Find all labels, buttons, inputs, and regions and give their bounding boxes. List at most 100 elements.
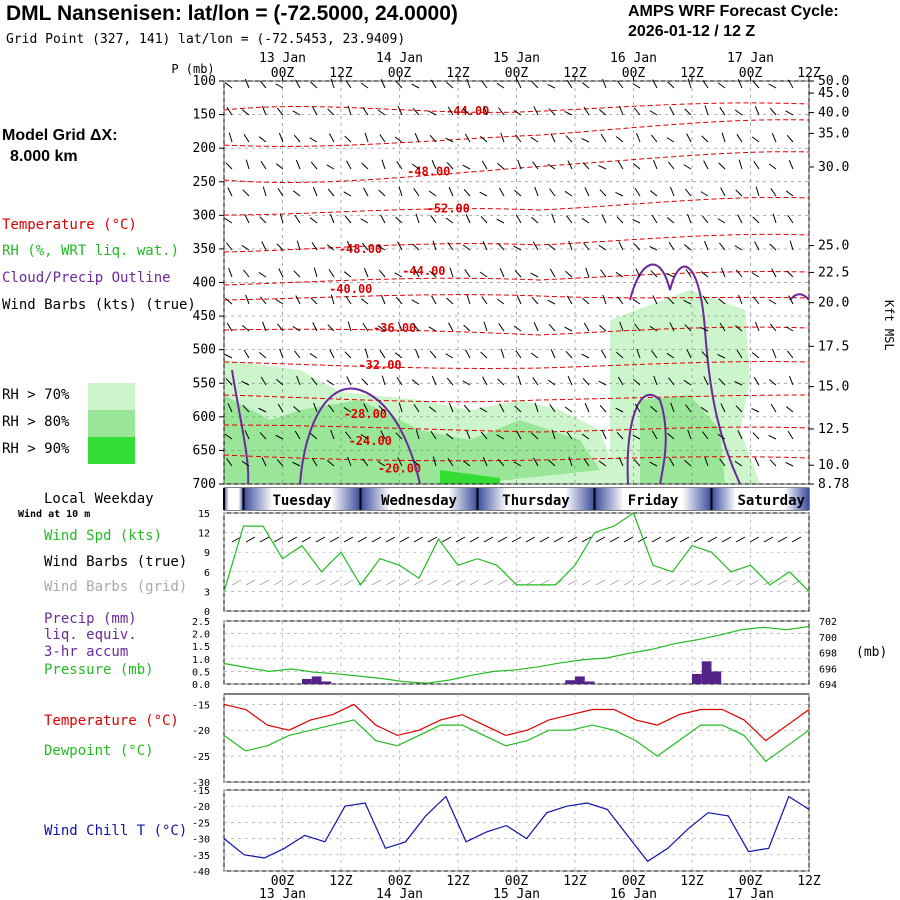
wind-barb — [684, 108, 692, 116]
wind-barb — [531, 432, 539, 440]
bottom-date-label: 13 Jan — [259, 887, 306, 900]
wind-barb — [599, 404, 607, 413]
wind-barb — [462, 380, 471, 386]
weekday-segment — [536, 488, 595, 510]
pressure-axis-title: P (mb) — [171, 62, 214, 76]
wind-barb — [277, 403, 284, 413]
wind-panel-ytick-label: 12 — [198, 529, 210, 540]
wind-barb — [480, 351, 488, 359]
wind-barb — [513, 109, 522, 116]
wind-barb — [516, 79, 522, 89]
wind-barb — [548, 459, 556, 467]
wind-barb — [517, 375, 522, 386]
bottom-date-label: 17 Jan — [727, 887, 774, 900]
rh-legend-70-swatch — [88, 383, 135, 410]
wind-barb — [292, 190, 301, 197]
height-tick-label: 35.0 — [818, 126, 849, 141]
wind-barb — [483, 321, 488, 332]
wind-barb — [683, 299, 692, 305]
height-tick-label: 8.78 — [818, 477, 849, 492]
wind-barb — [482, 241, 488, 251]
wind-barb — [258, 272, 267, 278]
wind-barb — [669, 106, 675, 116]
wind-barb — [734, 460, 743, 467]
wind-barb — [668, 377, 675, 386]
wind-barb — [497, 242, 505, 251]
wind-barb — [585, 267, 590, 278]
wind-barb — [276, 379, 284, 386]
wind-barb — [768, 434, 777, 440]
wind-barb — [566, 79, 573, 89]
surface-wind-barb-grid — [637, 579, 648, 586]
model-grid-value: 8.000 km — [10, 148, 78, 165]
wind-barb — [771, 268, 777, 278]
wind-barb — [735, 189, 743, 197]
wind-barb — [381, 375, 386, 386]
wind-barb — [446, 297, 454, 305]
wind-barb — [737, 430, 743, 440]
wind-barb — [327, 108, 335, 116]
wind-barb — [598, 164, 607, 170]
wind-barb — [445, 217, 454, 224]
wind-barb — [551, 213, 556, 224]
surface-wind-barb-true — [357, 536, 368, 543]
wind-barb — [513, 325, 522, 332]
wind-barb — [617, 296, 624, 305]
surface-wind-barb-true — [665, 536, 676, 543]
wind-barb — [448, 402, 454, 413]
wind-barb — [396, 376, 403, 386]
surface-wind-barb-grid — [665, 579, 676, 586]
wind-barb — [786, 134, 794, 143]
wind-barb — [531, 296, 539, 305]
wind-barb — [363, 267, 369, 278]
pressure-tick-label: 100 — [193, 74, 216, 89]
grid-point-subtitle: Grid Point (327, 141) lat/lon = (-72.545… — [6, 32, 406, 47]
pressure-tick-label: 700 — [193, 477, 216, 492]
wind-chill-line — [223, 795, 810, 863]
height-tick-label: 10.0 — [818, 458, 849, 473]
wind-barb — [242, 189, 250, 197]
wind-barb — [581, 217, 590, 224]
wind-barb — [649, 110, 658, 116]
wind-barb — [666, 272, 675, 278]
pressure-label: Pressure (mb) — [44, 662, 154, 678]
rh-legend-80-swatch — [88, 410, 135, 437]
surface-wind-barb-grid — [385, 579, 396, 586]
wind-barb — [328, 404, 335, 413]
wind-barb — [496, 298, 505, 305]
rh-legend-90-swatch — [88, 437, 135, 464]
height-tick-label: 25.0 — [818, 239, 849, 254]
wind-barb — [293, 406, 301, 413]
surface-wind-barb-grid — [623, 579, 634, 586]
windchill-panel-ytick-label: -40 — [192, 867, 210, 878]
wind-barb — [414, 348, 420, 359]
surface-wind-barb-true — [399, 536, 410, 543]
wind-barb — [619, 105, 624, 116]
cloud-outline — [299, 387, 421, 485]
top-time-tick-label: 00Z — [739, 66, 763, 81]
temperature-contour-label: -20.00 — [378, 462, 421, 476]
wind-barb — [789, 375, 794, 386]
top-time-tick-label: 00Z — [271, 66, 295, 81]
wind-barb — [721, 132, 726, 143]
surface-wind-barb-grid — [455, 579, 466, 586]
wind-barb — [517, 159, 522, 170]
wind-barb — [649, 245, 658, 251]
wind-barb — [532, 161, 539, 170]
wind-barb — [295, 295, 301, 305]
weekday-label: Saturday — [738, 493, 806, 509]
surface-wind-barb-grid — [413, 579, 424, 586]
surface-wind-barb-true — [315, 536, 326, 543]
bottom-date-label: 16 Jan — [610, 887, 657, 900]
wind-barb — [496, 434, 505, 440]
wind-barb — [396, 161, 403, 170]
forecast-cycle-label: AMPS WRF Forecast Cycle: — [628, 3, 839, 20]
wind-barb — [534, 186, 539, 197]
wind-barb — [347, 456, 352, 467]
wind-barb — [224, 218, 233, 224]
weekday-segment — [419, 488, 478, 510]
pressure-ytick-label: 694 — [819, 680, 837, 691]
wind-barb — [616, 431, 624, 440]
wind-barb — [565, 350, 573, 359]
height-tick-label: 20.0 — [818, 296, 849, 311]
